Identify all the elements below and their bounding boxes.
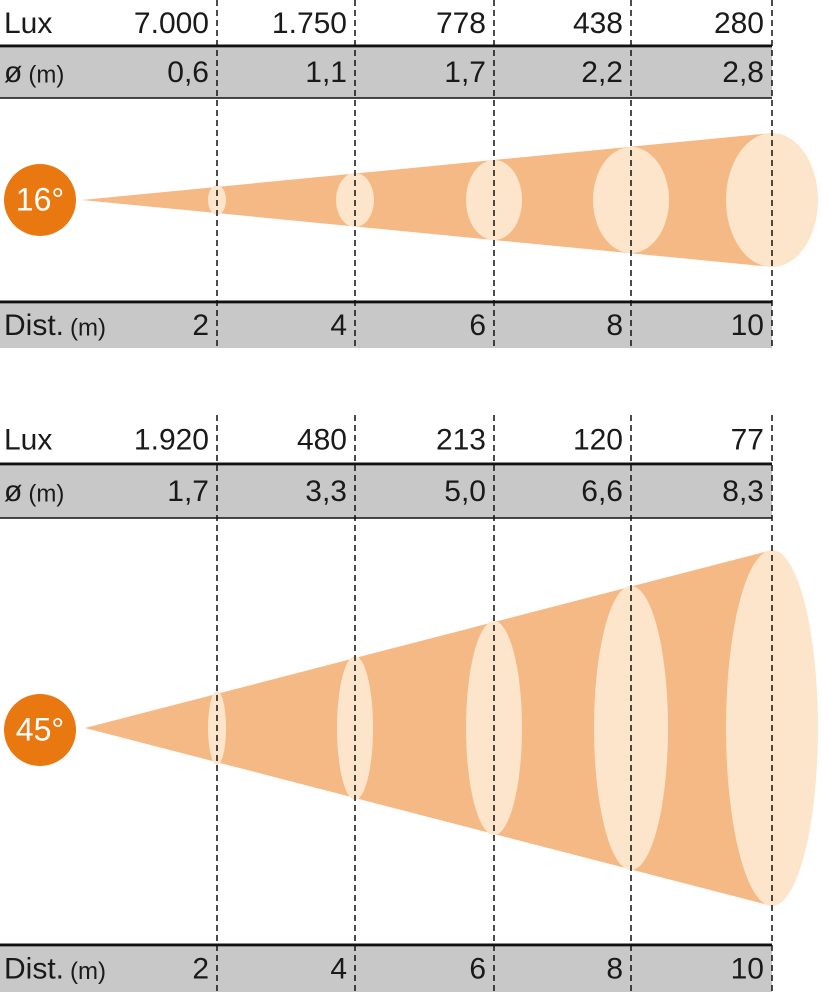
lux-value: 438 [573,7,623,40]
diameter-label: ø [4,56,22,89]
diameter-value: 3,3 [305,475,347,508]
row-bg [0,947,772,992]
diameter-value: 0,6 [167,56,209,89]
distance-value: 10 [731,309,764,342]
distance-value: 8 [606,952,623,985]
diameter-value: 1,7 [444,56,486,89]
lux-label: Lux [4,7,52,40]
distance-value: 8 [606,309,623,342]
diameter-value: 1,1 [305,56,347,89]
lux-label: Lux [4,423,52,456]
lux-value: 7.000 [134,7,209,40]
diameter-value: 1,7 [167,475,209,508]
distance-unit: (m) [70,314,106,341]
diameter-unit: (m) [28,61,64,88]
distance-value: 4 [330,952,347,985]
beam-cone [82,133,772,267]
lux-value: 480 [297,423,347,456]
row-bg [0,48,772,98]
lux-value: 77 [731,423,764,456]
distance-value: 2 [192,952,209,985]
diameter-value: 2,2 [581,56,623,89]
row-bg [0,304,772,348]
lux-value: 778 [436,7,486,40]
diameter-value: 8,3 [722,475,764,508]
row-bg [0,466,772,518]
distance-value: 6 [469,952,486,985]
diameter-label: ø [4,475,22,508]
distance-value: 4 [330,309,347,342]
distance-value: 6 [469,309,486,342]
distance-label: Dist. [4,309,64,342]
distance-value: 10 [731,952,764,985]
distance-unit: (m) [70,958,106,985]
beam-angle-badge [4,164,76,236]
distance-label: Dist. [4,952,64,985]
lux-value: 1.750 [272,7,347,40]
lux-value: 120 [573,423,623,456]
diameter-unit: (m) [28,480,64,507]
lux-value: 280 [714,7,764,40]
beam-cone [85,550,772,906]
distance-value: 2 [192,309,209,342]
beam-angle-badge [4,694,76,766]
diameter-value: 5,0 [444,475,486,508]
beam-angle: 45° [16,711,64,747]
diameter-value: 6,6 [581,475,623,508]
beam-angle: 16° [16,181,64,217]
diameter-value: 2,8 [722,56,764,89]
lux-value: 213 [436,423,486,456]
lux-value: 1.920 [134,423,209,456]
